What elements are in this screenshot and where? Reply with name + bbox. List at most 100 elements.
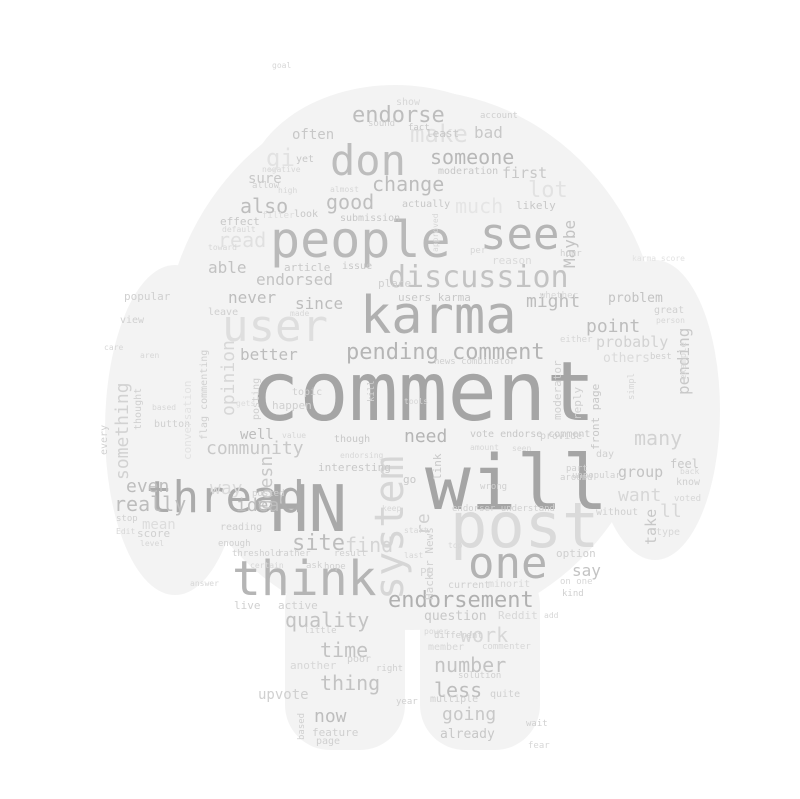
word-might: might	[526, 291, 581, 312]
word-quality: quality	[285, 608, 370, 632]
word-solution: solution	[458, 671, 502, 681]
word-hour: hour	[560, 249, 582, 259]
word-active: active	[278, 599, 318, 612]
word-mean: mean	[142, 517, 176, 533]
word-upvote: upvote	[258, 687, 309, 703]
word-point: point	[586, 316, 641, 337]
word-button: button	[154, 419, 191, 430]
word-current: current	[448, 580, 491, 591]
word-going: going	[442, 704, 497, 725]
word-allow: allow	[252, 181, 280, 191]
word-care: care	[104, 343, 124, 352]
word-endorsement: endorsement	[388, 588, 534, 613]
word-make: make	[410, 120, 468, 148]
word-almost: almost	[330, 185, 359, 194]
word-gi: gi	[266, 144, 295, 172]
word-default: default	[222, 225, 256, 234]
word-reading: reading	[220, 522, 263, 533]
word-kill: kill	[367, 380, 377, 402]
word-sound: sound	[368, 119, 396, 129]
word-don: don	[330, 136, 406, 185]
word-another: another	[290, 659, 337, 672]
word-filter: filter	[262, 211, 295, 221]
word-thought: thought	[133, 387, 144, 430]
word-amount: amount	[470, 443, 499, 452]
word-endorsed: endorsed	[256, 270, 334, 289]
word-different: different	[434, 631, 483, 641]
word-multiple: multiple	[430, 694, 479, 705]
word-made: made	[290, 309, 310, 318]
word-score: score	[137, 527, 171, 540]
word-ll: ll	[660, 501, 682, 522]
word-question: question	[424, 609, 487, 624]
word-see: see	[480, 209, 560, 260]
word-negative: negative	[262, 165, 301, 174]
word-yet: yet	[296, 154, 315, 165]
word-bad: bad	[474, 123, 503, 142]
word-show: show	[396, 97, 421, 108]
word-level: level	[140, 539, 165, 548]
word-much: much	[455, 194, 504, 218]
word-right: right	[376, 664, 404, 674]
word-great: great	[654, 305, 685, 316]
word-feature: feature	[312, 726, 359, 739]
word-issue: issue	[342, 261, 373, 272]
word-good: good	[326, 190, 375, 214]
word-posted: posted	[252, 489, 285, 499]
word-topic: topic	[292, 387, 323, 398]
word-year: year	[396, 697, 418, 707]
word-thread: thread	[146, 472, 305, 523]
word-change: change	[372, 172, 445, 196]
word-vote-endorse-comment: vote endorse comment	[470, 429, 591, 440]
word-per: per	[470, 246, 487, 256]
word-number: number	[434, 653, 507, 677]
word-page: page	[316, 736, 341, 747]
word-think: think	[232, 551, 377, 607]
word-minorit: minorit	[488, 579, 531, 590]
word-stop: stop	[116, 514, 138, 524]
word-reply: reply	[571, 386, 584, 420]
word-unpopular: unpopular	[572, 471, 621, 481]
word-less: less	[434, 678, 483, 702]
word-comment: comment	[250, 345, 596, 440]
word-also: also	[240, 194, 289, 218]
word-interesting: interesting	[318, 461, 391, 474]
word-something: something	[112, 382, 133, 480]
word-discussion: discussion	[388, 260, 569, 295]
word-say: say	[572, 561, 601, 580]
word-conversation: conversation	[181, 380, 194, 460]
word-goal: goal	[272, 61, 292, 70]
word-voted: voted	[674, 494, 702, 504]
word-wrong: wrong	[480, 482, 508, 492]
word-work: work	[460, 623, 509, 647]
word-actually: actually	[402, 199, 451, 210]
word-post: post	[450, 489, 600, 562]
word-read: read	[218, 228, 267, 252]
word-sure: sure	[248, 171, 282, 187]
word-someone: someone	[430, 145, 515, 169]
word-fact: fact	[408, 123, 430, 133]
word-feel: feel	[670, 457, 699, 471]
word-enough: enough	[218, 539, 251, 549]
word-result: result	[334, 549, 367, 559]
word-probably: probably	[596, 333, 669, 351]
word-user: user	[222, 301, 328, 352]
word-rather: rather	[278, 549, 311, 559]
word-account: account	[480, 111, 518, 121]
word-approved: approved	[431, 213, 440, 252]
word-high: high	[278, 186, 298, 195]
word-top: top	[448, 541, 463, 550]
word-kind: kind	[562, 589, 584, 599]
word-time: time	[320, 638, 369, 662]
word-without: without	[596, 507, 639, 518]
right-arm-shape	[590, 260, 720, 560]
word-on-one: on one	[560, 577, 593, 587]
word-thing: thing	[320, 671, 381, 695]
word-certain: certain	[250, 561, 284, 570]
word-pg: PG	[420, 566, 434, 579]
word-way: way	[210, 478, 243, 499]
word-keep: keep	[382, 504, 402, 513]
word-live: live	[234, 599, 261, 612]
word-toward: toward	[208, 243, 237, 252]
